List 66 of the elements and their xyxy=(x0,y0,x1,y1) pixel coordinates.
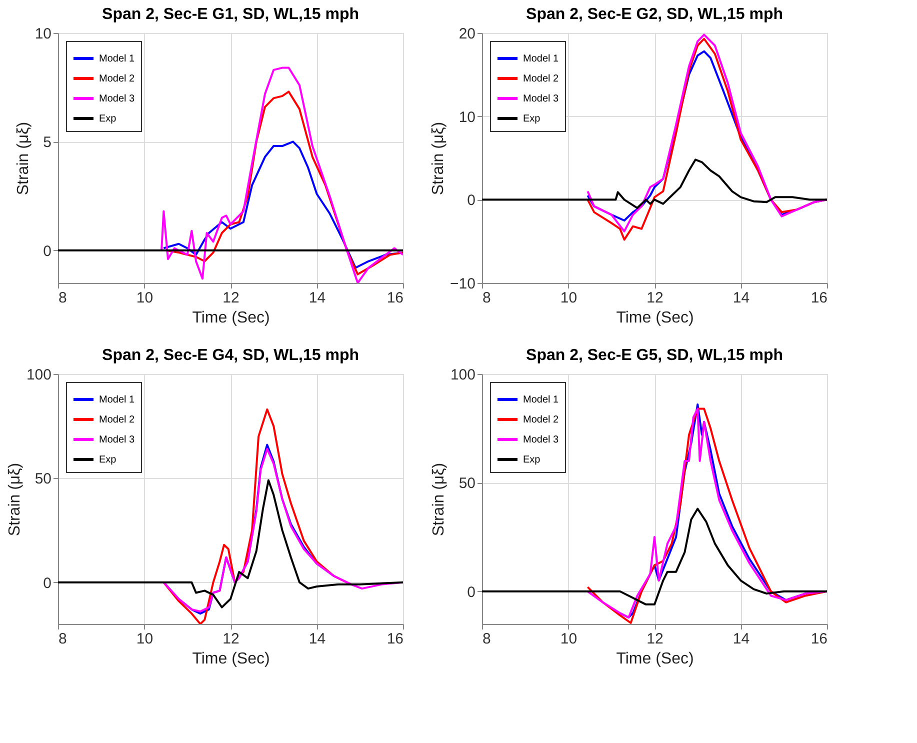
x-tick-label: 10 xyxy=(560,630,578,648)
legend-label: Exp xyxy=(99,454,117,466)
x-axis-title: Time (Sec) xyxy=(616,650,694,668)
x-tick-label: 12 xyxy=(222,290,240,306)
x-tick-label: 10 xyxy=(560,290,578,306)
legend-label: Model 2 xyxy=(523,414,560,426)
y-tick-label: 50 xyxy=(34,470,52,488)
x-tick-label: 16 xyxy=(810,630,828,648)
y-tick-label: 100 xyxy=(26,366,52,384)
x-tick-label: 10 xyxy=(136,290,154,306)
legend-label: Model 2 xyxy=(99,74,136,84)
x-tick-label: 14 xyxy=(308,290,326,306)
legend-label: Model 1 xyxy=(99,394,136,406)
y-axis-title: Strain (μξ) xyxy=(430,122,448,196)
x-tick-label: 16 xyxy=(386,290,404,306)
y-tick-label: 10 xyxy=(458,108,476,126)
line-series xyxy=(482,158,827,209)
y-tick-label: 0 xyxy=(43,574,52,592)
x-tick-label: 10 xyxy=(136,630,154,648)
legend-label: Model 2 xyxy=(99,414,136,426)
line-series xyxy=(160,66,403,283)
legend-label: Model 2 xyxy=(523,74,560,84)
line-series xyxy=(58,479,403,608)
x-tick-label: 14 xyxy=(732,630,750,648)
line-series xyxy=(162,140,403,269)
legend-label: Model 3 xyxy=(99,94,136,104)
y-axis-title: Strain (μξ) xyxy=(14,122,32,196)
x-axis-title: Time (Sec) xyxy=(616,310,694,326)
y-tick-label: 0 xyxy=(43,242,52,260)
legend-label: Exp xyxy=(523,114,541,124)
legend-label: Model 3 xyxy=(523,94,560,104)
y-tick-label: 0 xyxy=(467,584,476,601)
x-tick-label: 16 xyxy=(386,630,404,648)
x-tick-label: 12 xyxy=(646,630,664,648)
x-tick-label: 14 xyxy=(308,630,326,648)
x-tick-label: 8 xyxy=(58,290,67,306)
y-tick-label: 100 xyxy=(450,366,476,384)
legend-label: Model 1 xyxy=(523,54,560,64)
chart-title: Span 2, Sec-E G1, SD, WL,15 mph xyxy=(102,6,359,23)
line-series xyxy=(482,508,827,606)
x-tick-label: 8 xyxy=(58,630,67,648)
legend-label: Model 3 xyxy=(523,434,560,446)
y-tick-label: 5 xyxy=(43,134,52,152)
y-tick-label: 50 xyxy=(458,475,476,492)
y-tick-label: 20 xyxy=(458,26,476,42)
x-tick-label: 16 xyxy=(810,290,828,306)
x-tick-label: 12 xyxy=(222,630,240,648)
y-axis-title: Strain (μξ) xyxy=(430,462,448,536)
chart-title: Span 2, Sec-E G2, SD, WL,15 mph xyxy=(526,6,783,23)
legend-label: Model 1 xyxy=(523,394,560,406)
legend-label: Model 1 xyxy=(99,54,136,64)
y-tick-label: 0 xyxy=(467,192,476,210)
x-axis-title: Time (Sec) xyxy=(192,650,270,668)
chart-title: Span 2, Sec-E G5, SD, WL,15 mph xyxy=(526,347,783,364)
y-tick-label: −10 xyxy=(450,276,476,292)
x-tick-label: 14 xyxy=(732,290,750,306)
x-tick-label: 12 xyxy=(646,290,664,306)
legend-label: Exp xyxy=(99,114,117,124)
x-tick-label: 8 xyxy=(482,290,491,306)
legend-label: Exp xyxy=(523,454,541,466)
y-axis-title: Strain (μξ) xyxy=(6,462,24,536)
x-tick-label: 8 xyxy=(482,630,491,648)
chart-title: Span 2, Sec-E G4, SD, WL,15 mph xyxy=(102,347,359,364)
x-axis-title: Time (Sec) xyxy=(192,310,270,326)
legend-label: Model 3 xyxy=(99,434,136,446)
y-tick-label: 10 xyxy=(34,26,52,42)
